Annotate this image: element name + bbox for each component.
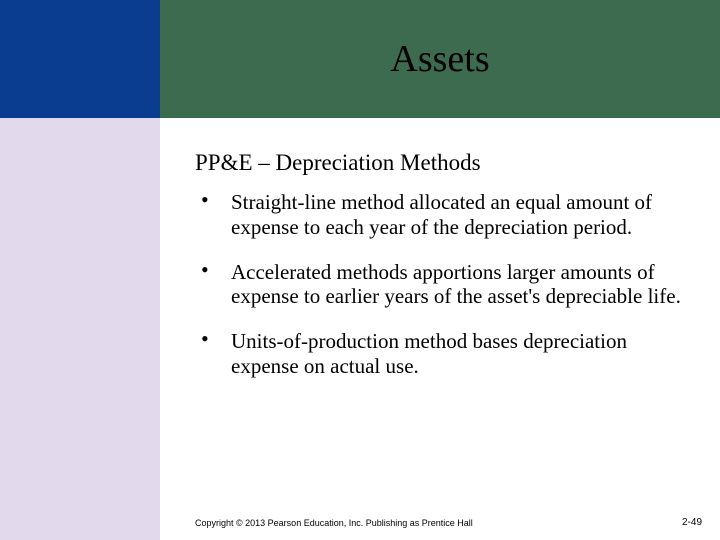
copyright-text: Copyright © 2013 Pearson Education, Inc.… — [195, 518, 473, 528]
bullet-item: Straight-line method allocated an equal … — [195, 190, 685, 240]
slide-title: Assets — [390, 37, 489, 81]
bullet-list: Straight-line method allocated an equal … — [195, 190, 685, 379]
page-number: 2-49 — [682, 517, 702, 528]
header-title-block: Assets — [160, 0, 720, 118]
bullet-item: Units-of-production method bases depreci… — [195, 329, 685, 379]
header-accent-block — [0, 0, 160, 118]
slide-subtitle: PP&E – Depreciation Methods — [195, 150, 685, 176]
sidebar-accent — [0, 118, 160, 540]
slide-content: PP&E – Depreciation Methods Straight-lin… — [195, 150, 685, 399]
bullet-item: Accelerated methods apportions larger am… — [195, 260, 685, 310]
slide-header: Assets — [0, 0, 720, 118]
